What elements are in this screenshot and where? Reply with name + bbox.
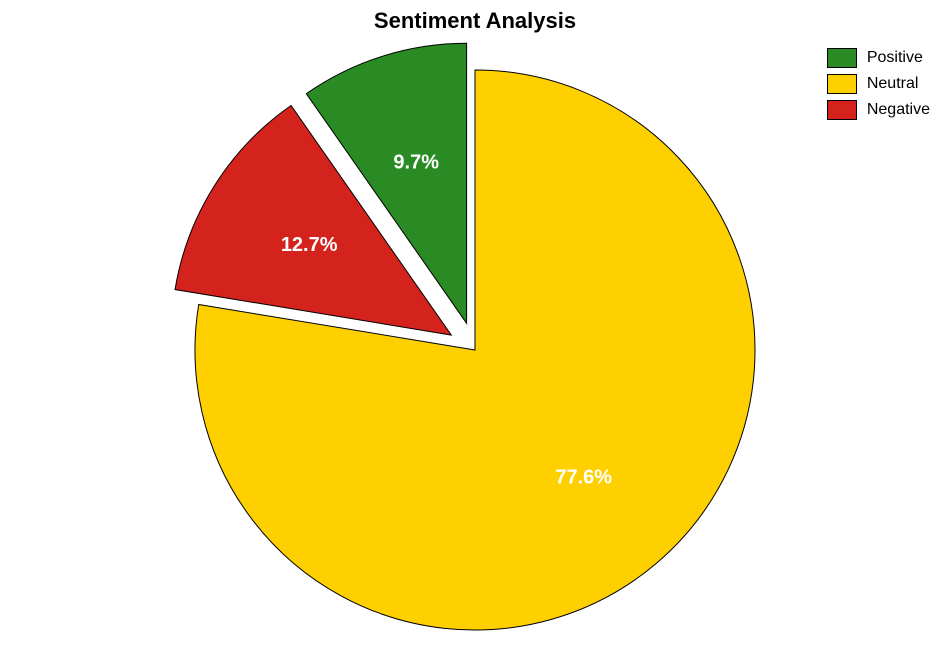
legend-item-neutral: Neutral [827,74,930,94]
legend-swatch-neutral [827,74,857,94]
pie-chart: 77.6% 12.7% 9.7% [0,0,950,662]
pie-slice-label-neutral: 77.6% [555,466,612,488]
legend-label-neutral: Neutral [867,75,919,93]
legend-label-negative: Negative [867,101,930,119]
legend-label-positive: Positive [867,49,923,67]
legend-swatch-positive [827,48,857,68]
legend-swatch-negative [827,100,857,120]
pie-slice-label-negative: 12.7% [281,234,338,256]
legend-item-positive: Positive [827,48,930,68]
pie-slice-label-positive: 9.7% [393,151,439,173]
legend: Positive Neutral Negative [827,48,930,126]
legend-item-negative: Negative [827,100,930,120]
